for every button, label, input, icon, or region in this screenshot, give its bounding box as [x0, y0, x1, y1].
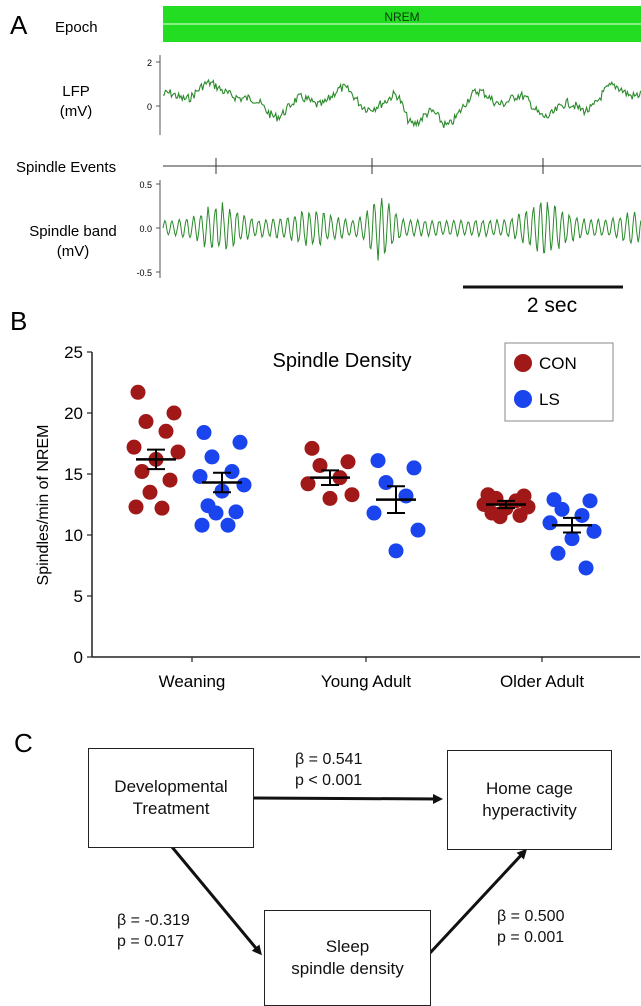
spindle-band-tick-label: 0.5: [139, 180, 152, 190]
spindle-band-trace: [162, 197, 641, 261]
data-point-ls: [220, 517, 236, 533]
data-point-con: [300, 476, 316, 492]
treatment-box-line1: Developmental: [114, 777, 228, 796]
arrow-spindle-to-hyperactivity: [428, 848, 528, 955]
data-point-con: [162, 472, 178, 488]
path-a-p: p = 0.017: [117, 933, 185, 950]
data-point-ls: [194, 517, 210, 533]
data-point-ls: [586, 523, 602, 539]
lfp-tick-label: 2: [147, 58, 152, 68]
spindle-band-tick-label: 0.0: [139, 224, 152, 234]
scale-bar-label: 2 sec: [527, 294, 577, 317]
data-point-con: [170, 444, 186, 460]
data-point-con: [340, 454, 356, 470]
data-point-con: [304, 440, 320, 456]
epoch-state-label: NREM: [384, 10, 419, 24]
spindle-box-line1: Sleep: [325, 937, 370, 956]
legend-label-ls: LS: [539, 390, 560, 409]
y-axis-label: Spindles/min of NREM: [35, 425, 52, 586]
y-tick-label: 5: [74, 587, 83, 606]
path-a-beta: β = -0.319: [117, 912, 190, 929]
data-point-con: [158, 423, 174, 439]
data-point-con: [344, 487, 360, 503]
data-point-ls: [542, 515, 558, 531]
panel-c-letter: C: [14, 728, 33, 758]
data-point-ls: [410, 522, 426, 538]
lfp-label: LFP: [62, 83, 90, 100]
spindle-events-label: Spindle Events: [16, 159, 116, 176]
epoch-label: Epoch: [55, 19, 98, 36]
data-point-ls: [398, 488, 414, 504]
data-point-ls: [224, 464, 240, 480]
arrow-treatment-to-hyperactivity: [252, 793, 443, 804]
data-point-con: [322, 490, 338, 506]
data-point-con: [312, 457, 328, 473]
lfp-tick-label: 0: [147, 102, 152, 112]
treatment-box: Developmental Treatment: [88, 748, 254, 848]
lfp-unit-label: (mV): [60, 103, 93, 120]
data-point-ls: [232, 434, 248, 450]
x-tick-label: Weaning: [159, 672, 226, 691]
direct-path-beta: β = 0.541: [295, 751, 363, 768]
spindle-band-tick-label: -0.5: [136, 268, 152, 278]
data-point-con: [134, 464, 150, 480]
data-point-ls: [388, 543, 404, 559]
data-point-con: [142, 484, 158, 500]
data-point-ls: [204, 449, 220, 465]
data-point-ls: [366, 505, 382, 521]
arrow-treatment-to-spindle: [170, 846, 262, 956]
chart-title: Spindle Density: [273, 350, 412, 372]
y-tick-label: 10: [64, 526, 83, 545]
legend-swatch-ls: [514, 390, 532, 408]
data-point-con: [492, 509, 508, 525]
y-tick-label: 15: [64, 465, 83, 484]
x-tick-label: Older Adult: [500, 672, 584, 691]
spindle-density-box: Sleep spindle density: [264, 910, 431, 1006]
direct-path-p: p < 0.001: [295, 772, 363, 789]
data-point-ls: [564, 531, 580, 547]
data-point-ls: [582, 493, 598, 509]
data-point-ls: [228, 504, 244, 520]
panel-a-letter: A: [10, 10, 28, 40]
data-point-ls: [554, 501, 570, 517]
data-point-ls: [406, 460, 422, 476]
data-point-con: [130, 384, 146, 400]
data-point-ls: [378, 475, 394, 491]
y-tick-label: 25: [64, 343, 83, 362]
x-tick-label: Young Adult: [321, 672, 411, 691]
data-point-con: [488, 490, 504, 506]
data-point-ls: [236, 477, 252, 493]
hyperactivity-box-line2: hyperactivity: [482, 801, 577, 820]
data-point-ls: [370, 453, 386, 469]
data-point-con: [512, 507, 528, 523]
data-point-ls: [196, 425, 212, 441]
legend-label-con: CON: [539, 354, 577, 373]
data-point-con: [154, 500, 170, 516]
legend-swatch-con: [514, 354, 532, 372]
spindle-density-chart: Spindle Density Spindles/min of NREM 0 5 1…: [35, 342, 640, 691]
hyperactivity-box: Home cage hyperactivity: [447, 750, 612, 850]
panel-b-letter: B: [10, 306, 27, 336]
path-b-beta: β = 0.500: [497, 908, 565, 925]
y-tick-label: 0: [74, 648, 83, 667]
spindle-band-label: Spindle band: [29, 223, 117, 240]
hyperactivity-box-line1: Home cage: [486, 779, 573, 798]
data-point-con: [138, 414, 154, 430]
data-point-con: [126, 439, 142, 455]
spindle-box-line2: spindle density: [291, 959, 404, 978]
lfp-trace: [162, 78, 641, 128]
data-point-ls: [550, 545, 566, 561]
data-point-ls: [574, 507, 590, 523]
y-tick-label: 20: [64, 404, 83, 423]
path-b-p: p = 0.001: [497, 929, 565, 946]
data-point-con: [128, 499, 144, 515]
treatment-box-line2: Treatment: [132, 799, 210, 818]
spindle-band-unit-label: (mV): [57, 243, 90, 260]
data-point-ls: [578, 560, 594, 576]
data-point-ls: [208, 505, 224, 521]
data-point-con: [166, 405, 182, 421]
data-point-ls: [192, 468, 208, 484]
